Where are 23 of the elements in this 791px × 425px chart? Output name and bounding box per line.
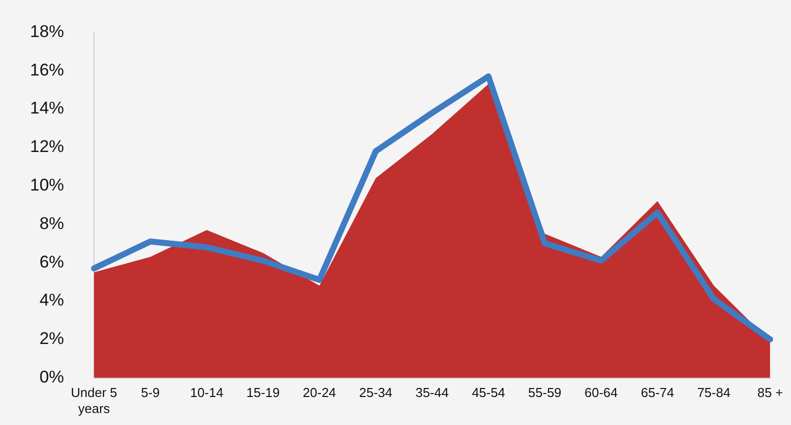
- x-tick-label: 60-64: [584, 385, 618, 400]
- x-tick-label: 25-34: [359, 385, 392, 400]
- x-tick-label: 20-24: [302, 385, 336, 400]
- x-tick-label: Under 5 years: [70, 385, 118, 416]
- y-tick-label: 6%: [39, 252, 64, 272]
- x-tick-label: 55-59: [528, 385, 562, 400]
- y-tick-label: 10%: [30, 175, 64, 194]
- x-tick-label: 85 +: [757, 385, 784, 400]
- x-tick-label: 45-54: [472, 385, 506, 400]
- x-tick-label: 5-9: [140, 385, 160, 400]
- x-tick-label: 35-44: [415, 385, 449, 400]
- x-tick-label: 10-14: [190, 385, 224, 400]
- y-tick-label: 4%: [39, 290, 64, 310]
- y-tick-label: 18%: [30, 22, 64, 41]
- y-tick-label: 12%: [30, 137, 64, 156]
- x-tick-label: 65-74: [640, 385, 674, 400]
- y-tick-label: 8%: [39, 214, 64, 233]
- y-tick-label: 14%: [30, 98, 64, 118]
- x-tick-label: 15-19: [246, 385, 280, 400]
- y-tick-label: 0%: [39, 367, 64, 386]
- x-tick-label: 75-84: [697, 385, 730, 400]
- y-tick-label: 16%: [30, 60, 64, 80]
- y-tick-label: 2%: [39, 329, 64, 348]
